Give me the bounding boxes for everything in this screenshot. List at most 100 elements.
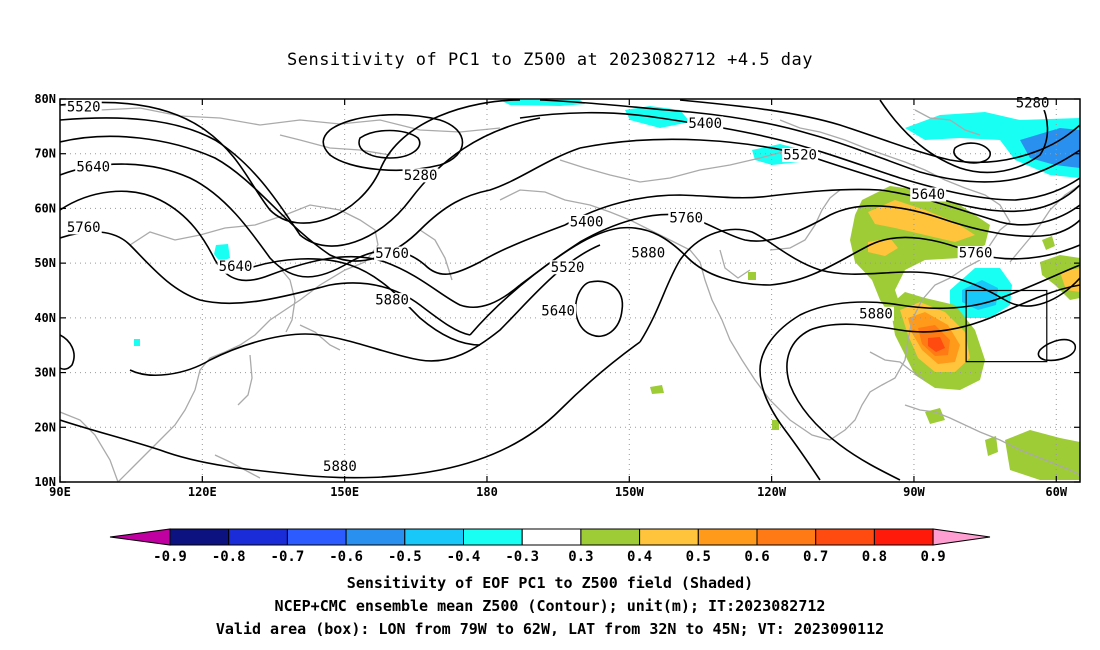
- colorbar-segment: [521, 528, 582, 546]
- contour-label-bg: [630, 246, 667, 261]
- x-tick-label: 180: [476, 485, 498, 499]
- contour-label: 5760: [67, 220, 101, 236]
- colorbar-label: 0.6: [744, 549, 769, 565]
- colorbar-segment: [404, 528, 464, 546]
- shade-pos-cuba: [925, 408, 945, 424]
- contour-label: 5760: [959, 246, 993, 262]
- contour-label: 5880: [631, 246, 665, 262]
- colorbar-label: -0.7: [271, 549, 305, 565]
- x-tick-label: 90E: [49, 485, 71, 499]
- x-tick-label: 60W: [1045, 485, 1067, 499]
- colorbar-label: 0.7: [803, 549, 828, 565]
- contour-label: 5640: [219, 259, 253, 275]
- shading-layer: [134, 100, 1080, 480]
- coastlines: [60, 104, 1080, 482]
- contour-label-bg: [65, 220, 102, 235]
- colorbar-label: 0.3: [568, 549, 593, 565]
- x-tick-label: 120W: [757, 485, 787, 499]
- shade-pos-hawaii: [650, 385, 664, 394]
- map-frame: [59, 98, 1081, 483]
- colorbar-left-arrow: [109, 528, 171, 546]
- contour-label-bg: [957, 246, 994, 261]
- contour-label-bg: [568, 214, 605, 229]
- contour-label: 5760: [375, 246, 409, 262]
- contour-label-bg: [217, 259, 254, 274]
- caption-line-1: Sensitivity of EOF PC1 to Z500 field (Sh…: [346, 574, 754, 592]
- colorbar-label: 0.4: [627, 549, 652, 565]
- contour-label: 5880: [323, 459, 357, 475]
- y-tick-label: 10N: [34, 475, 56, 489]
- contour-label: 5760: [669, 211, 703, 227]
- x-tick-label: 90W: [903, 485, 925, 499]
- shade-pos-caribbean2: [985, 436, 998, 456]
- colorbar-segment: [228, 528, 288, 546]
- contour-label: 5280: [404, 168, 438, 184]
- y-tick-label: 50N: [34, 256, 56, 270]
- y-tick-label: 80N: [34, 92, 56, 106]
- colorbar-segment: [580, 528, 641, 546]
- shade-pos-spot-mex: [772, 420, 779, 430]
- contour-label: 5520: [783, 148, 817, 164]
- shade-pos-labrador-yellow1: [868, 200, 975, 242]
- contour-label-bg: [858, 306, 894, 321]
- shade-neg-spot-a: [214, 244, 230, 262]
- contour-label: 5640: [541, 304, 575, 320]
- y-tick-label: 70N: [34, 147, 56, 161]
- contour-label: 5520: [551, 260, 585, 276]
- chart-title: Sensitivity of PC1 to Z500 at 2023082712…: [286, 50, 813, 70]
- colorbar-label: -0.3: [505, 549, 539, 565]
- x-tick-label: 120E: [188, 485, 217, 499]
- contour-label-bg: [374, 246, 411, 261]
- colorbar-label: -0.8: [212, 549, 246, 565]
- contour-labels: 5520 5640 5760 5280 5400 5520 5640 5760 5880 5640…: [65, 96, 1051, 475]
- colorbar-segment: [639, 528, 699, 546]
- contour-label: 5520: [67, 99, 101, 115]
- shade-pos-caribbean: [1005, 430, 1080, 480]
- contour-label-bg: [321, 459, 358, 474]
- colorbar-label: 0.5: [686, 549, 711, 565]
- colorbar-segment: [169, 528, 230, 546]
- contour-label: 5640: [911, 187, 945, 203]
- contour-label-bg: [75, 160, 112, 175]
- colorbar: -0.9 -0.8 -0.7 -0.6 -0.5 -0.4 -0.3 0.3 0.4 0.5 0.6…: [109, 528, 991, 565]
- shade-pos-east1: [1042, 236, 1055, 250]
- caption-line-3: Valid area (box): LON from 79W to 62W, L…: [215, 620, 885, 638]
- contour-label: 5880: [375, 293, 409, 309]
- contour-label-bg: [782, 148, 819, 163]
- colorbar-label: 0.8: [862, 549, 887, 565]
- colorbar-label: -0.5: [388, 549, 422, 565]
- valid-area-box: [965, 289, 1048, 363]
- contour-label-bg: [668, 211, 705, 226]
- contour-label-bg: [549, 260, 586, 275]
- colorbar-label: -0.9: [153, 549, 187, 565]
- contour-label-bg: [402, 168, 439, 183]
- contour-label: 5640: [76, 160, 110, 176]
- colorbar-label: 0.9: [920, 549, 945, 565]
- y-tick-label: 60N: [34, 201, 56, 215]
- colorbar-segment: [463, 528, 523, 546]
- caption-line-2: NCEP+CMC ensemble mean Z500 (Contour); u…: [274, 597, 826, 615]
- shade-neg-spot-b: [134, 339, 140, 346]
- colorbar-label: -0.4: [447, 549, 481, 565]
- contours: [60, 99, 1080, 481]
- colorbar-segment: [345, 528, 406, 546]
- x-tick-label: 150W: [615, 485, 645, 499]
- shade-pos-spot-us: [748, 272, 756, 280]
- y-tick-label: 30N: [34, 366, 56, 380]
- contour-label-bg: [374, 293, 411, 308]
- x-tick-label: 150E: [330, 485, 359, 499]
- contour-label-bg: [910, 187, 947, 202]
- contour-label-bg: [687, 116, 724, 131]
- colorbar-segment: [815, 528, 875, 546]
- y-tick-label: 40N: [34, 311, 56, 325]
- contour-label: 5400: [688, 116, 722, 132]
- colorbar-segment: [286, 528, 347, 546]
- contour-label-bg: [65, 99, 102, 114]
- axes: 90E 120E 150E 180 150W 120W 90W 60W 80N 70N 60N 50N…: [34, 92, 1080, 499]
- shade-neg-greenland: [905, 112, 1080, 178]
- colorbar-segment: [756, 528, 817, 546]
- colorbar-right-arrow: [932, 528, 991, 546]
- contour-label: 5400: [570, 214, 604, 230]
- contour-label: 5280: [1016, 96, 1050, 112]
